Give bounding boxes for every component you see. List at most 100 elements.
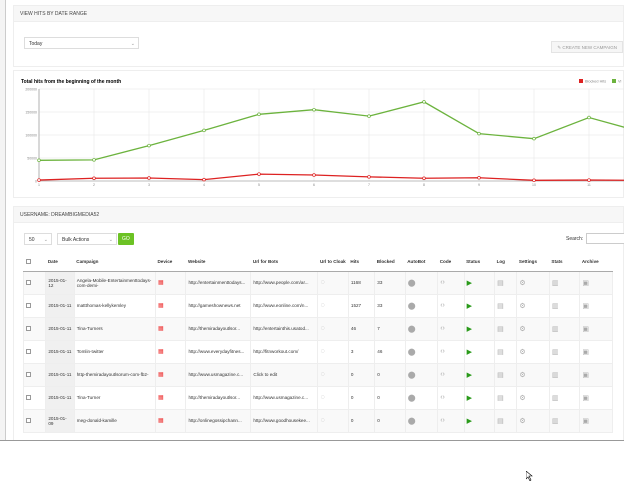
status-play-cell[interactable]: ▶ <box>463 362 496 387</box>
url-to-cloak-cell[interactable]: ◌ <box>317 293 349 318</box>
code-cell[interactable]: ‹› <box>437 270 465 295</box>
column-header-code[interactable]: Code <box>437 253 465 272</box>
archive-cell[interactable]: ▣ <box>579 339 613 364</box>
website-cell[interactable]: http://www.usmagazine.c... <box>185 362 252 387</box>
archive-icon[interactable]: ▣ <box>582 394 589 402</box>
url-to-cloak-cell[interactable]: ◌ <box>317 362 349 387</box>
column-header-log[interactable]: Log <box>494 253 517 272</box>
website-cell[interactable]: http://gameshownews.net <box>185 293 252 318</box>
status-play-icon[interactable]: ▶ <box>466 417 472 425</box>
row-checkbox[interactable] <box>26 394 31 400</box>
log-icon[interactable]: ▤ <box>497 279 504 287</box>
stats-cell[interactable]: ▥ <box>548 270 581 295</box>
status-play-icon[interactable]: ▶ <box>466 394 472 402</box>
column-header-autobot[interactable]: AutoBot <box>405 253 438 272</box>
refresh-icon[interactable]: ◌ <box>320 302 325 309</box>
search-input[interactable] <box>586 233 624 244</box>
url-to-cloak-cell[interactable]: ◌ <box>317 408 349 433</box>
campaign-cell[interactable]: Tomlin-twitter <box>73 339 156 364</box>
url-for-bots-cell[interactable]: Click to edit <box>250 362 319 387</box>
refresh-icon[interactable]: ◌ <box>320 279 325 286</box>
website-cell[interactable]: http://themiradayoutlsor... <box>185 385 252 410</box>
code-icon[interactable]: ‹› <box>440 325 445 332</box>
status-play-icon[interactable]: ▶ <box>466 279 472 287</box>
settings-icon[interactable]: ⚙ <box>519 417 526 425</box>
settings-cell[interactable]: ⚙ <box>516 270 550 295</box>
row-checkbox[interactable] <box>26 302 31 308</box>
archive-icon[interactable]: ▣ <box>582 279 589 287</box>
stats-cell[interactable]: ▥ <box>548 362 581 387</box>
autobot-cell[interactable]: ⬤ <box>404 270 439 295</box>
archive-cell[interactable]: ▣ <box>579 270 613 295</box>
archive-cell[interactable]: ▣ <box>579 408 613 433</box>
code-icon[interactable]: ‹› <box>440 394 445 401</box>
archive-icon[interactable]: ▣ <box>582 371 589 379</box>
column-header-stats[interactable]: Stats <box>549 253 580 272</box>
status-play-icon[interactable]: ▶ <box>466 325 472 333</box>
status-play-icon[interactable]: ▶ <box>466 302 472 310</box>
date-range-select[interactable]: Today ⌄ <box>24 37 139 49</box>
campaign-cell[interactable]: Angela-Mobile-Entertainmenttodays-com-de… <box>73 270 156 295</box>
log-icon[interactable]: ▤ <box>497 394 504 402</box>
column-header-campaign[interactable]: Campaign <box>74 253 156 272</box>
settings-cell[interactable]: ⚙ <box>516 408 550 433</box>
autobot-cell[interactable]: ⬤ <box>404 408 439 433</box>
archive-icon[interactable]: ▣ <box>582 302 589 310</box>
autobot-cell[interactable]: ⬤ <box>404 293 439 318</box>
url-for-bots-cell[interactable]: http://fitnworkout.com/ <box>250 339 319 364</box>
column-header-url-for-bots[interactable]: Url for Bots <box>250 253 318 272</box>
url-for-bots-cell[interactable]: http://www.people.com/ar... <box>250 270 319 295</box>
settings-icon[interactable]: ⚙ <box>519 371 526 379</box>
row-checkbox[interactable] <box>26 348 31 354</box>
row-checkbox[interactable] <box>26 279 31 285</box>
log-icon[interactable]: ▤ <box>497 325 504 333</box>
archive-icon[interactable]: ▣ <box>582 348 589 356</box>
stats-icon[interactable]: ▥ <box>551 302 559 310</box>
code-icon[interactable]: ‹› <box>440 348 445 355</box>
website-cell[interactable]: http://themiradayoutlsor... <box>185 316 252 341</box>
url-for-bots-cell[interactable]: http://entertainthis.usatod... <box>250 316 319 341</box>
autobot-icon[interactable]: ⬤ <box>407 279 416 287</box>
autobot-cell[interactable]: ⬤ <box>404 385 439 410</box>
campaign-cell[interactable]: mattthomas-kellykemley <box>73 293 156 318</box>
autobot-cell[interactable]: ⬤ <box>404 316 439 341</box>
code-icon[interactable]: ‹› <box>440 371 445 378</box>
stats-icon[interactable]: ▥ <box>551 348 559 356</box>
stats-cell[interactable]: ▥ <box>548 339 581 364</box>
stats-icon[interactable]: ▥ <box>551 279 559 287</box>
log-icon[interactable]: ▤ <box>497 302 504 310</box>
log-cell[interactable]: ▤ <box>494 362 518 387</box>
settings-icon[interactable]: ⚙ <box>519 302 526 310</box>
campaign-cell[interactable]: meg-donald-kamille <box>73 408 156 433</box>
website-cell[interactable]: http://entertainmenttodays... <box>185 270 252 295</box>
stats-icon[interactable]: ▥ <box>551 394 559 402</box>
go-button[interactable]: GO <box>118 233 134 245</box>
log-cell[interactable]: ▤ <box>494 293 518 318</box>
refresh-icon[interactable]: ◌ <box>320 348 325 355</box>
log-icon[interactable]: ▤ <box>497 348 504 356</box>
code-cell[interactable]: ‹› <box>437 293 465 318</box>
archive-cell[interactable]: ▣ <box>579 362 613 387</box>
archive-cell[interactable]: ▣ <box>579 316 613 341</box>
settings-cell[interactable]: ⚙ <box>516 316 550 341</box>
code-cell[interactable]: ‹› <box>437 385 465 410</box>
autobot-icon[interactable]: ⬤ <box>407 417 416 425</box>
autobot-cell[interactable]: ⬤ <box>404 362 439 387</box>
column-header-status[interactable]: Status <box>464 253 495 272</box>
column-header-url-to-cloak[interactable]: Url to Cloak <box>317 253 349 272</box>
log-icon[interactable]: ▤ <box>497 417 504 425</box>
stats-icon[interactable]: ▥ <box>551 371 559 379</box>
archive-cell[interactable]: ▣ <box>579 293 613 318</box>
archive-icon[interactable]: ▣ <box>582 325 589 333</box>
url-for-bots-cell[interactable]: http://www.goodhousekee... <box>250 408 319 433</box>
autobot-icon[interactable]: ⬤ <box>407 371 416 379</box>
status-play-icon[interactable]: ▶ <box>466 348 472 356</box>
refresh-icon[interactable]: ◌ <box>320 325 325 332</box>
campaign-cell[interactable]: Tina-Turners <box>73 316 156 341</box>
row-checkbox[interactable] <box>26 325 31 331</box>
status-play-cell[interactable]: ▶ <box>463 293 496 318</box>
settings-icon[interactable]: ⚙ <box>519 348 526 356</box>
code-cell[interactable]: ‹› <box>437 362 465 387</box>
column-header-settings[interactable]: Settings <box>516 253 550 272</box>
code-icon[interactable]: ‹› <box>440 279 445 286</box>
